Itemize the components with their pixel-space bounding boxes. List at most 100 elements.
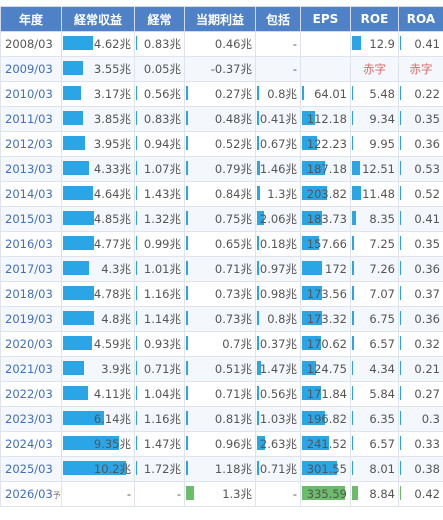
ordinary-income-bar <box>63 211 94 225</box>
comprehensive-bar <box>257 411 259 425</box>
roe-bar <box>352 111 353 125</box>
roe-cell: 12.9 <box>351 32 399 57</box>
net-income-value: 0.48兆 <box>215 112 252 126</box>
ordinary-income-cell: 4.3兆 <box>62 257 135 282</box>
ordinary-income-cell: 3.55兆 <box>62 57 135 82</box>
year-link[interactable]: 2009/03 <box>5 62 53 76</box>
net-income-bar <box>186 111 188 125</box>
roa-cell: 0.35 <box>399 107 443 132</box>
eps-value: 301.55 <box>307 462 347 476</box>
ordinary-income-value: 3.85兆 <box>94 112 131 126</box>
net-income-bar <box>186 436 188 450</box>
eps-cell: 183.73 <box>301 207 351 232</box>
year-cell[interactable]: 2010/03 <box>1 82 62 107</box>
eps-value: 173.56 <box>307 287 347 301</box>
year-link[interactable]: 2023/03 <box>5 412 53 426</box>
year-cell[interactable]: 2020/03 <box>1 332 62 357</box>
year-link[interactable]: 2012/03 <box>5 137 53 151</box>
roa-cell: 0.33 <box>399 432 443 457</box>
roa-bar <box>400 461 401 475</box>
year-cell[interactable]: 2017/03 <box>1 257 62 282</box>
ordinary-income-value: - <box>127 487 131 501</box>
year-cell[interactable]: 2014/03 <box>1 182 62 207</box>
comprehensive-value: 2.06兆 <box>260 212 297 226</box>
net-income-value: 0.27兆 <box>215 87 252 101</box>
year-link[interactable]: 2019/03 <box>5 312 53 326</box>
year-cell[interactable]: 2023/03 <box>1 407 62 432</box>
year-cell[interactable]: 2015/03 <box>1 207 62 232</box>
year-link[interactable]: 2024/03 <box>5 437 53 451</box>
year-cell[interactable]: 2013/03 <box>1 157 62 182</box>
year-link[interactable]: 2011/03 <box>5 112 53 126</box>
year-link[interactable]: 2022/03 <box>5 387 53 401</box>
comprehensive-value: - <box>293 487 297 501</box>
roa-cell: 0.42 <box>399 482 443 507</box>
ordinary-profit-bar <box>136 136 137 150</box>
year-link[interactable]: 2017/03 <box>5 262 53 276</box>
comprehensive-cell: 0.97兆 <box>256 257 301 282</box>
year-link[interactable]: 2025/03 <box>5 462 53 476</box>
year-link[interactable]: 2010/03 <box>5 87 53 101</box>
year-cell[interactable]: 2024/03 <box>1 432 62 457</box>
net-income-value: 0.73兆 <box>215 287 252 301</box>
roa-bar <box>400 36 401 50</box>
eps-cell: 122.23 <box>301 132 351 157</box>
year-link[interactable]: 2020/03 <box>5 337 53 351</box>
net-income-cell: 0.52兆 <box>185 132 256 157</box>
year-cell[interactable]: 2019/03 <box>1 307 62 332</box>
ordinary-income-value: 10.2兆 <box>94 462 131 476</box>
roe-cell: 11.48 <box>351 182 399 207</box>
year-cell[interactable]: 2009/03 <box>1 57 62 82</box>
year-link[interactable]: 2013/03 <box>5 162 53 176</box>
net-income-bar <box>186 286 188 300</box>
year-link[interactable]: 2016/03 <box>5 237 53 251</box>
roe-value: 9.95 <box>369 137 395 151</box>
net-income-value: 0.65兆 <box>215 237 252 251</box>
eps-value: 183.73 <box>307 212 347 226</box>
year-link[interactable]: 2018/03 <box>5 287 53 301</box>
net-income-cell: 0.46兆 <box>185 32 256 57</box>
year-link[interactable]: 2014/03 <box>5 187 53 201</box>
roe-value: 6.57 <box>369 437 395 451</box>
year-cell[interactable]: 2011/03 <box>1 107 62 132</box>
comprehensive-bar <box>257 386 259 400</box>
roa-value: 0.27 <box>414 387 440 401</box>
net-income-bar <box>186 261 188 275</box>
roe-cell: 8.84 <box>351 482 399 507</box>
header-year: 年度 <box>1 7 62 32</box>
eps-value: 187.18 <box>307 162 347 176</box>
year-link[interactable]: 2021/03 <box>5 362 53 376</box>
ordinary-income-bar <box>63 61 83 75</box>
year-cell[interactable]: 2025/03 <box>1 457 62 482</box>
year-cell[interactable]: 2026/03予 <box>1 482 62 507</box>
comprehensive-cell: 1.3兆 <box>256 182 301 207</box>
ordinary-profit-bar <box>136 386 137 400</box>
year-cell[interactable]: 2021/03 <box>1 357 62 382</box>
year-cell[interactable]: 2016/03 <box>1 232 62 257</box>
ordinary-income-value: 3.55兆 <box>94 62 131 76</box>
roe-value: 6.75 <box>369 312 395 326</box>
roe-cell: 8.35 <box>351 207 399 232</box>
net-income-value: 0.96兆 <box>215 437 252 451</box>
ordinary-income-cell: 4.64兆 <box>62 182 135 207</box>
comprehensive-bar <box>257 336 259 350</box>
roe-cell: 8.01 <box>351 457 399 482</box>
net-income-bar <box>186 461 188 475</box>
year-cell[interactable]: 2018/03 <box>1 282 62 307</box>
roe-value: 11.48 <box>362 187 395 201</box>
ordinary-profit-cell: 0.99兆 <box>135 232 185 257</box>
year-link[interactable]: 2026/03 <box>5 487 53 501</box>
year-cell[interactable]: 2012/03 <box>1 132 62 157</box>
roa-cell: 0.27 <box>399 382 443 407</box>
ordinary-profit-value: 0.93兆 <box>144 337 181 351</box>
year-cell[interactable]: 2022/03 <box>1 382 62 407</box>
ordinary-income-value: 3.9兆 <box>101 362 131 376</box>
comprehensive-value: 0.56兆 <box>260 387 297 401</box>
roa-value: 0.35 <box>414 112 440 126</box>
year-link[interactable]: 2015/03 <box>5 212 53 226</box>
comprehensive-cell: - <box>256 32 301 57</box>
comprehensive-bar <box>257 311 259 325</box>
